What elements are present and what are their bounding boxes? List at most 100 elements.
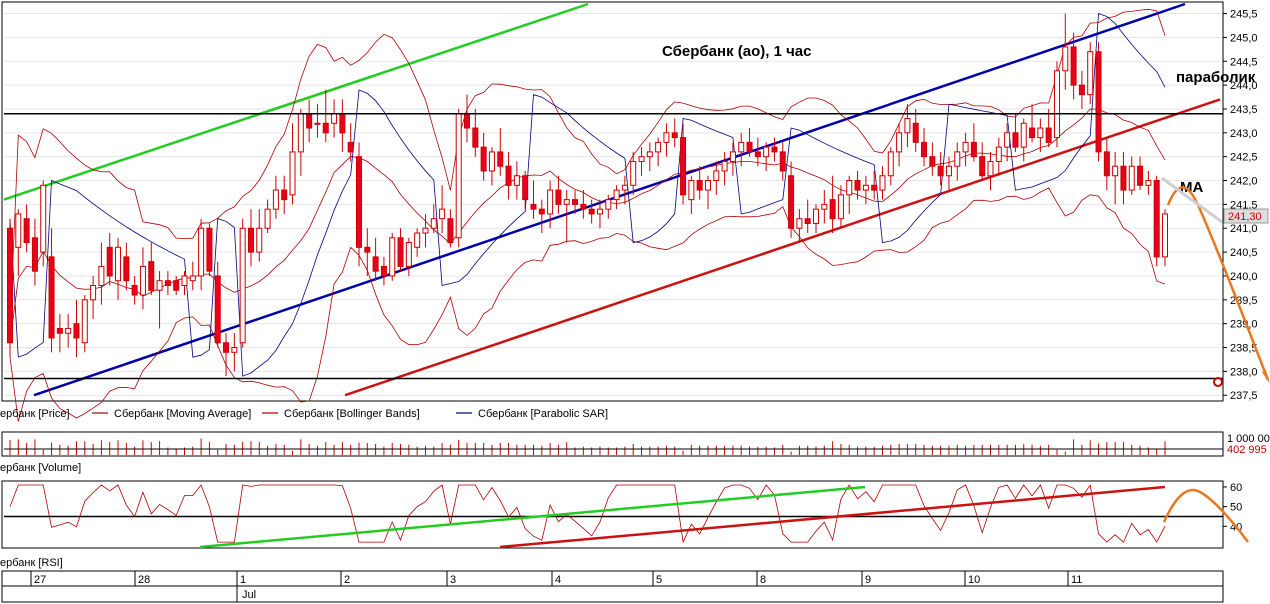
candle-down bbox=[480, 146, 487, 172]
candle-up bbox=[995, 146, 1002, 162]
candle-down bbox=[339, 113, 346, 134]
price-tick-label: 240,5 bbox=[1230, 247, 1258, 259]
candle-up bbox=[81, 299, 88, 344]
candle-up bbox=[264, 208, 271, 229]
candle-down bbox=[214, 275, 221, 344]
candle-up bbox=[563, 199, 570, 205]
price-tick-label: 238,5 bbox=[1230, 343, 1258, 355]
candle-down bbox=[1045, 127, 1052, 143]
candle-up bbox=[763, 146, 770, 158]
candle-up bbox=[156, 280, 163, 291]
candle-down bbox=[804, 218, 811, 224]
volume-tick-last: 402 995 bbox=[1227, 444, 1267, 456]
day-label: 1 bbox=[240, 574, 246, 586]
candle-up bbox=[954, 151, 961, 167]
candle-down bbox=[538, 208, 545, 215]
candle-down bbox=[31, 237, 38, 272]
candle-down bbox=[588, 208, 595, 215]
price-tick-label: 244,5 bbox=[1230, 56, 1258, 68]
candle-up bbox=[1128, 165, 1135, 191]
candle-down bbox=[472, 127, 479, 148]
candle-up bbox=[721, 160, 728, 172]
candle-up bbox=[862, 184, 869, 191]
candle-up bbox=[663, 132, 670, 143]
candle-up bbox=[821, 203, 828, 210]
candle-up bbox=[887, 151, 894, 177]
candle-down bbox=[131, 284, 138, 296]
ma-projection bbox=[1161, 176, 1223, 224]
candle-down bbox=[347, 141, 354, 153]
candle-down bbox=[829, 199, 836, 220]
candle-up bbox=[646, 151, 653, 158]
last-price-label: 241,30 bbox=[1228, 211, 1262, 223]
day-label: 8 bbox=[760, 574, 766, 586]
day-label: 3 bbox=[450, 574, 456, 586]
candle-down bbox=[380, 265, 387, 277]
candle-up bbox=[713, 170, 720, 182]
candle-down bbox=[937, 165, 944, 177]
candle-up bbox=[962, 141, 969, 153]
candle-up bbox=[704, 180, 711, 191]
candle-up bbox=[331, 113, 338, 124]
price-tick-label: 239,0 bbox=[1230, 319, 1258, 331]
candle-down bbox=[247, 227, 254, 253]
rsi-trend-green bbox=[199, 485, 866, 549]
candle-down bbox=[1078, 84, 1085, 96]
candle-down bbox=[56, 327, 63, 334]
price-tick-label: 245,5 bbox=[1230, 9, 1258, 21]
price-tick-label: 242,5 bbox=[1230, 152, 1258, 164]
volume-label: ербанк [Volume] bbox=[0, 462, 81, 474]
candle-up bbox=[1037, 127, 1044, 139]
candle-down bbox=[522, 175, 529, 201]
candle-up bbox=[837, 194, 844, 220]
day-label: 4 bbox=[555, 574, 561, 586]
legend-entry: Сбербанк [Parabolic SAR] bbox=[478, 408, 608, 420]
horizontal-levels bbox=[4, 112, 1223, 380]
price-tick-label: 240,0 bbox=[1230, 271, 1258, 283]
price-tick-label: 237,5 bbox=[1230, 390, 1258, 402]
candle-up bbox=[231, 347, 238, 353]
bollinger-lower bbox=[9, 187, 1166, 422]
candle-down bbox=[929, 156, 936, 167]
projection-curve-price bbox=[1166, 186, 1270, 381]
candle-up bbox=[15, 213, 22, 248]
candle-up bbox=[846, 180, 853, 196]
bollinger-upper bbox=[9, 8, 1166, 329]
candle-down bbox=[555, 189, 562, 205]
annotation-ma: MA bbox=[1180, 179, 1203, 196]
candle-down bbox=[23, 218, 30, 244]
candle-down bbox=[173, 280, 180, 291]
candle-up bbox=[1020, 122, 1027, 148]
candle-down bbox=[397, 237, 404, 267]
candle-up bbox=[621, 184, 628, 191]
candle-up bbox=[239, 227, 246, 344]
candle-up bbox=[1162, 213, 1168, 258]
candle-up bbox=[879, 175, 886, 191]
candle-up bbox=[987, 160, 994, 177]
projection-arrow-price bbox=[1262, 370, 1270, 384]
candle-up bbox=[547, 189, 554, 215]
day-label: 11 bbox=[1071, 574, 1082, 586]
candles bbox=[7, 13, 1168, 377]
candle-up bbox=[455, 113, 462, 239]
candle-up bbox=[297, 113, 304, 153]
candle-down bbox=[754, 151, 761, 158]
candle-down bbox=[580, 203, 587, 210]
candle-down bbox=[680, 137, 687, 196]
candle-up bbox=[115, 246, 122, 282]
candle-up bbox=[272, 189, 279, 210]
parabolic-sar bbox=[9, 12, 1166, 377]
rsi-tick-label: 60 bbox=[1230, 482, 1242, 494]
candle-up bbox=[98, 265, 105, 286]
candle-up bbox=[813, 208, 820, 224]
candle-down bbox=[530, 203, 537, 210]
candle-down bbox=[281, 189, 288, 201]
candle-up bbox=[655, 141, 662, 153]
day-label: 2 bbox=[344, 574, 350, 586]
last-price-tag bbox=[1223, 208, 1269, 224]
price-tick-label: 238,0 bbox=[1230, 366, 1258, 378]
candle-down bbox=[1153, 180, 1160, 258]
candle-down bbox=[73, 323, 80, 339]
projection-curve-rsi bbox=[1162, 488, 1249, 543]
